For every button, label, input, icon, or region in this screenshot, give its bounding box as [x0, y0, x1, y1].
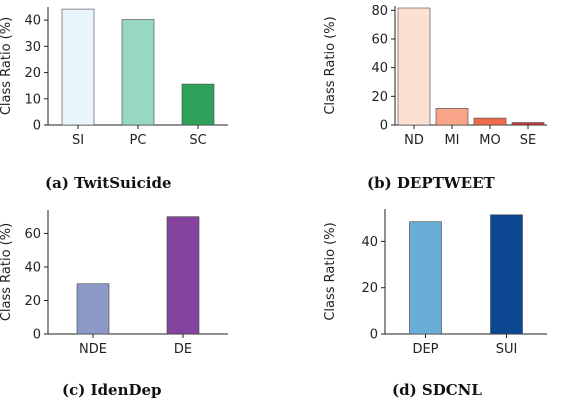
y-tick-label: 20: [24, 66, 41, 81]
x-tick-label: SI: [72, 133, 84, 148]
chart-caption-c: (c) IdenDep: [62, 381, 162, 399]
chart-panel-a: 0 10 20 30 40 Class Ratio (%) SI PC SC (a) TwitS…: [0, 0, 282, 200]
y-tick-label: 10: [24, 92, 41, 107]
y-axis-label: Class Ratio (%): [0, 223, 14, 321]
y-tick-label: 60: [371, 32, 388, 47]
y-axis-label: Class Ratio (%): [323, 16, 338, 114]
x-tick-label: DE: [174, 342, 192, 357]
y-tick-label: 20: [361, 281, 378, 296]
y-tick-label: 40: [371, 61, 388, 76]
bar-si: [61, 8, 95, 126]
y-axis-label: Class Ratio (%): [323, 222, 338, 320]
bar-nde: [76, 283, 110, 335]
chart-panel-d: 0 20 40 Class Ratio (%) DEP SUI (d) SDCNL: [282, 204, 564, 408]
bar-se: [511, 122, 545, 126]
x-tick-label: SUI: [496, 342, 518, 357]
chart-panel-c: 0 20 40 60 Class Ratio (%) NDE DE (c) IdenDep: [0, 204, 282, 408]
y-tick-label: 0: [380, 119, 388, 134]
bar-de: [166, 216, 200, 335]
y-tick-label: 40: [24, 14, 41, 29]
y-tick-label: 0: [33, 119, 41, 134]
x-tick-label: NDE: [79, 342, 107, 357]
bar-dep: [409, 221, 442, 335]
chart-caption-d: (d) SDCNL: [392, 381, 482, 399]
y-tick-label: 40: [361, 235, 378, 250]
x-tick-label: ND: [404, 133, 424, 148]
x-tick-label: DEP: [412, 342, 438, 357]
bar-pc: [121, 19, 155, 126]
chart-caption-a: (a) TwitSuicide: [45, 174, 172, 192]
y-tick-label: 0: [33, 328, 41, 343]
bar-mi: [435, 108, 469, 126]
bar-mo: [473, 117, 507, 126]
bar-sc: [181, 83, 215, 126]
y-tick-label: 20: [371, 90, 388, 105]
x-tick-label: SC: [189, 133, 206, 148]
y-tick-label: 20: [24, 294, 41, 309]
y-tick-label: 0: [370, 328, 378, 343]
y-tick-label: 30: [24, 40, 41, 55]
x-tick-label: SE: [520, 133, 536, 148]
x-tick-label: MI: [444, 133, 459, 148]
chart-svg-b: 0 20 40 60 80 Class Ratio (%) ND MI MO SE: [323, 4, 547, 148]
x-tick-label: PC: [130, 133, 147, 148]
y-axis-label: Class Ratio (%): [0, 17, 14, 115]
y-tick-label: 60: [24, 227, 41, 242]
chart-panel-b: 0 20 40 60 80 Class Ratio (%) ND MI MO SE (b) DEP…: [282, 0, 564, 200]
chart-svg-a: 0 10 20 30 40 Class Ratio (%) SI PC SC: [0, 7, 228, 148]
y-tick-label: 80: [371, 4, 388, 19]
chart-svg-c: 0 20 40 60 Class Ratio (%) NDE DE: [0, 210, 228, 357]
chart-caption-b: (b) DEPTWEET: [367, 174, 495, 192]
chart-svg-d: 0 20 40 Class Ratio (%) DEP SUI: [323, 209, 547, 357]
x-tick-label: MO: [479, 133, 500, 148]
bar-sui: [490, 214, 523, 335]
bar-nd: [397, 7, 431, 126]
y-tick-label: 40: [24, 260, 41, 275]
